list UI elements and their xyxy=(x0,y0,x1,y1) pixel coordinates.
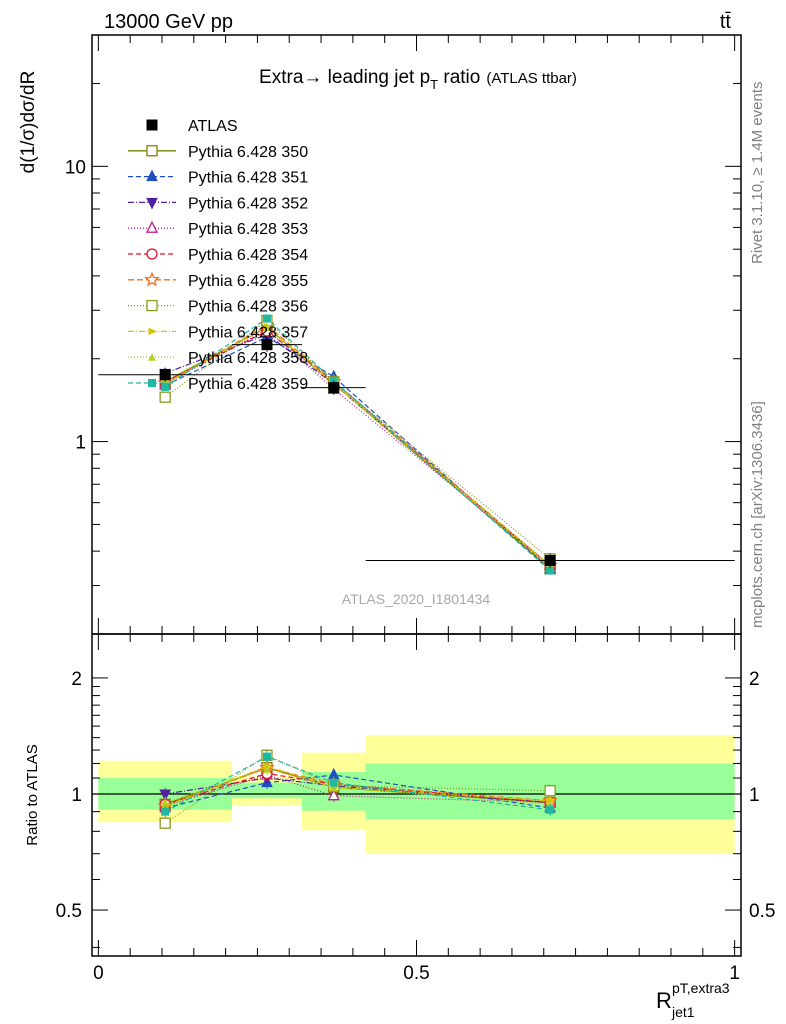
legend-item-2: Pythia 6.428 351 xyxy=(128,169,308,187)
ratio-panel: 0.5 0.5 1 1 2 2 0 0.5 1 Ratio to ATLAS R pT,extr… xyxy=(24,633,775,1020)
ratio-ytick-label-right: 1 xyxy=(749,785,760,806)
legend-item-6: Pythia 6.428 355 xyxy=(128,271,308,290)
rivet-label: Rivet 3.1.10, ≥ 1.4M events xyxy=(749,82,766,265)
series-line-9 xyxy=(164,326,551,568)
ratio-data-layer xyxy=(157,749,558,830)
x-axis-label: R pT,extra3 jet1 xyxy=(656,980,730,1020)
ratio-point-9 xyxy=(262,752,271,761)
x-axis-label-sub: jet1 xyxy=(671,1004,695,1020)
series-point-10 xyxy=(262,314,271,323)
legend-item-7: Pythia 6.428 356 xyxy=(128,299,308,316)
ratio-xtick-label: 0.5 xyxy=(403,963,429,984)
header-right: tt̄ xyxy=(720,11,732,33)
ratio-ytick-label: 1 xyxy=(71,785,82,806)
legend-label: Pythia 6.428 352 xyxy=(188,195,308,212)
ratio-point-2 xyxy=(159,789,171,802)
legend-item-0: ATLAS xyxy=(146,118,238,135)
series-point-10 xyxy=(161,382,170,391)
analysis-watermark: ATLAS_2020_I1801434 xyxy=(342,591,491,607)
ratio-ytick-label-right: 2 xyxy=(749,669,760,690)
series-point-10 xyxy=(546,566,555,575)
legend-label: Pythia 6.428 354 xyxy=(188,247,308,264)
ratio-uncertainty-bands xyxy=(92,735,741,854)
x-axis-label-main: R xyxy=(656,988,672,1013)
main-ytick-label: 10 xyxy=(65,157,86,178)
atlas-point xyxy=(261,339,273,351)
legend-marker xyxy=(146,248,158,260)
ratio-point-9 xyxy=(161,807,170,816)
mcplots-label: mcplots.cern.ch [arXiv:1306.3436] xyxy=(749,401,766,628)
atlas-point xyxy=(328,382,340,394)
legend-item-1: Pythia 6.428 350 xyxy=(128,144,308,161)
legend-item-5: Pythia 6.428 354 xyxy=(128,247,308,264)
ratio-xtick-label: 0 xyxy=(93,963,104,984)
ratio-line-6 xyxy=(164,754,551,824)
series-point-7 xyxy=(159,391,171,403)
series-line-2 xyxy=(164,336,551,570)
ratio-ytick-label: 0.5 xyxy=(56,901,82,922)
legend-marker xyxy=(146,299,158,312)
legend-marker xyxy=(146,145,158,157)
ratio-ytick-label: 2 xyxy=(71,669,82,690)
main-ylabel: d(1/σ)dσ/dR xyxy=(18,71,39,174)
legend-label: Pythia 6.428 358 xyxy=(188,350,308,367)
legend-label: Pythia 6.428 351 xyxy=(188,170,308,187)
main-title: Extra→ leading jet pT ratio (ATLAS ttbar) xyxy=(259,67,577,92)
legend: ATLAS Pythia 6.428 350 Pythia 6.428 351 Pyt… xyxy=(128,118,308,393)
ratio-line-9 xyxy=(164,755,551,813)
legend-label: Pythia 6.428 359 xyxy=(188,376,308,393)
ratio-xtick-label: 1 xyxy=(729,963,740,984)
ratio-point-9 xyxy=(546,805,555,814)
ratio-point-8 xyxy=(161,798,169,807)
series-line-3 xyxy=(164,333,551,566)
legend-label: ATLAS xyxy=(188,118,238,135)
ratio-line-7 xyxy=(164,765,551,807)
ratio-line-0 xyxy=(164,767,551,805)
ratio-axis-ticks: 0.5 0.5 1 1 2 2 0 0.5 1 xyxy=(56,634,775,984)
ratio-point-9 xyxy=(329,778,338,787)
ratio-line-5 xyxy=(164,767,551,807)
ratio-frame xyxy=(91,633,742,957)
legend-marker xyxy=(148,353,156,361)
legend-label: Pythia 6.428 357 xyxy=(188,324,308,341)
legend-marker xyxy=(148,379,156,387)
legend-marker xyxy=(146,197,158,210)
legend-label: Pythia 6.428 350 xyxy=(188,144,308,161)
legend-marker xyxy=(145,220,159,233)
series-line-7 xyxy=(164,319,551,560)
atlas-point xyxy=(159,369,171,381)
legend-label: Pythia 6.428 355 xyxy=(188,273,308,290)
series-line-8 xyxy=(164,325,551,566)
ratio-point-6 xyxy=(544,785,556,797)
main-axis-ticks: 1 10 xyxy=(65,34,741,635)
atlas-point xyxy=(544,554,556,566)
ratio-line-3 xyxy=(165,774,551,807)
main-ytick-label: 1 xyxy=(75,433,86,454)
header-left: 13000 GeV pp xyxy=(104,11,233,33)
legend-item-4: Pythia 6.428 353 xyxy=(128,220,308,238)
legend-label: Pythia 6.428 353 xyxy=(188,221,308,238)
legend-marker xyxy=(144,271,160,287)
ratio-line-8 xyxy=(165,768,551,805)
legend-marker xyxy=(148,327,158,336)
ratio-ylabel: Ratio to ATLAS xyxy=(24,744,41,845)
main-panel: 1 10 Extra→ leading jet pT ratio (ATLAS tt… xyxy=(18,34,742,635)
main-data-layer xyxy=(98,314,735,575)
legend-label: Pythia 6.428 356 xyxy=(188,299,308,316)
series-line-10 xyxy=(164,317,551,572)
legend-item-9: Pythia 6.428 358 xyxy=(128,350,308,367)
legend-item-8: Pythia 6.428 357 xyxy=(128,324,308,341)
ratio-point-6 xyxy=(159,817,171,829)
legend-marker xyxy=(146,169,158,182)
ratio-point-8 xyxy=(263,765,271,773)
legend-marker xyxy=(146,119,158,131)
legend-item-3: Pythia 6.428 352 xyxy=(128,195,308,212)
x-axis-label-sup: pT,extra3 xyxy=(672,980,730,996)
legend-item-10: Pythia 6.428 359 xyxy=(128,376,308,393)
ratio-point-3 xyxy=(327,788,340,801)
series-point-9 xyxy=(263,323,271,331)
ratio-ytick-label-right: 0.5 xyxy=(749,901,775,922)
